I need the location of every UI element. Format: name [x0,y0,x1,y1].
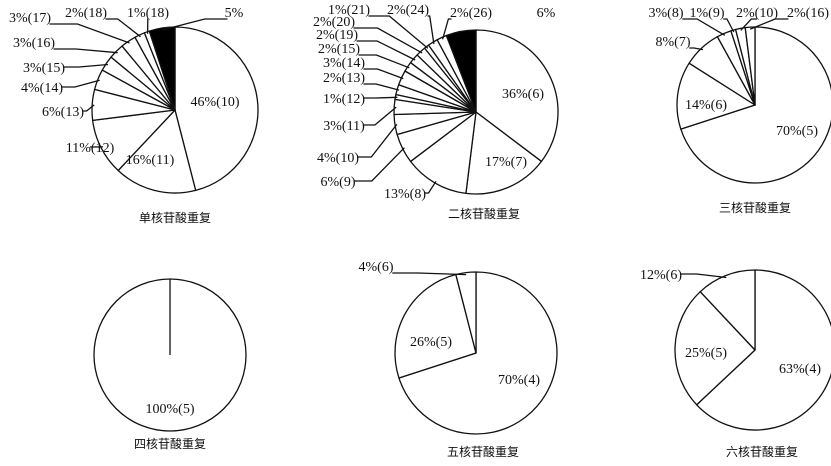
chart-title: 三核苷酸重复 [719,200,791,215]
slice-label: 2%(10) [736,6,778,21]
leader-line [363,68,404,80]
slice-label: 6%(9) [321,175,356,190]
leader-line [368,15,429,49]
slice-label: 4%(14) [21,81,63,96]
slice-label: 13%(8) [384,187,426,202]
slice-label: 70%(4) [498,373,540,388]
leader-line [357,123,398,158]
leader-line [356,40,416,61]
pie-slice [696,269,831,431]
chart-title: 六核苷酸重复 [726,444,798,459]
slice-label: 2%(24) [387,3,429,18]
chart-title: 四核苷酸重复 [134,436,206,451]
leader-line [441,18,452,40]
pie-chart-6: 63%(4) 25%(5) 12%(6) 六核苷酸重复 [640,268,831,459]
leader-line [392,272,467,276]
slice-label: 4%(10) [317,151,359,166]
slice-label: 2%(15) [318,42,360,57]
slice-label: 17%(7) [485,155,527,170]
leader-line [740,18,757,31]
slice-label: 25%(5) [685,346,727,361]
slice-label: 63%(4) [779,362,821,377]
chart-title: 二核苷酸重复 [448,206,520,221]
pie-slice [445,29,477,113]
pie-slice [174,26,259,192]
pie-slice [398,271,558,435]
slice-label: 16%(11) [126,153,175,168]
leader-line [105,18,141,38]
leader-line [424,180,437,194]
slice-label: 11%(12) [66,141,115,156]
pie-slice [475,29,559,163]
leader-line [680,273,727,279]
leader-line [354,147,405,182]
slice-label: 14%(6) [685,98,727,113]
slice-label: 46%(10) [191,95,240,110]
leader-line [363,96,398,99]
slice-label: 2%(16) [787,6,829,21]
chart-title: 单核苷酸重复 [139,210,211,225]
leader-line [49,23,130,44]
leader-line [63,63,109,68]
pie-slice [394,273,477,379]
slice-label: 1%(18) [127,6,169,21]
leader-line [358,54,410,69]
slice-label: 3%(15) [23,61,65,76]
leader-line [162,18,228,31]
leader-line [749,18,789,30]
leader-line [61,79,100,88]
slice-label: 8%(7) [656,35,691,50]
slice-label: 3%(17) [9,11,51,26]
slice-label: 1%(12) [323,92,365,107]
slice-label: 2%(20) [313,15,355,30]
slice-label: 70%(5) [776,124,818,139]
slice-label: 1%(21) [328,3,370,18]
slice-label: 100%(5) [146,402,195,417]
pie-slice [676,62,756,130]
slice-label: 2%(18) [65,6,107,21]
slice-label: 12%(6) [640,268,682,283]
slice-label: 2%(19) [316,28,358,43]
slice-label: 2%(13) [323,71,365,86]
slice-label: 26%(5) [410,335,452,350]
leader-line [353,27,423,54]
slice-label: 36%(6) [502,87,544,102]
slice-label: 1%(9) [690,6,725,21]
pie-chart-1: 46%(10) 16%(11) 11%(12) 6%(13) 4%(14) 3%(15) 3… [9,6,259,225]
slice-label: 6%(13) [42,105,84,120]
leader-line [682,18,726,36]
leader-line [363,83,400,91]
slice-label: 3%(16) [13,36,55,51]
pie-slice [117,109,197,194]
slice-label: 3%(14) [323,56,365,71]
pie-chart-2: 36%(6) 17%(7) 13%(8) 6%(9) 4%(10) 3%(11) 1%(12… [313,3,559,221]
pie-slice [465,111,543,195]
pie-chart-3: 70%(5) 14%(6) 8%(7) 3%(8) 1%(9) 2%(10) 2%(16) 三… [649,6,831,215]
slice-label: 6% [537,6,556,21]
leader-line [689,47,704,51]
leader-line [723,18,735,33]
leader-line [363,106,397,126]
leader-line [82,104,95,112]
leader-line [427,15,435,45]
slice-label: 4%(6) [359,260,394,275]
leader-line [53,48,118,54]
pie-chart-5: 70%(4) 26%(5) 4%(6) 五核苷酸重复 [359,260,558,459]
slice-label: 5% [225,6,244,21]
pie-slice [674,291,756,406]
pie-chart-4: 100%(5) 四核苷酸重复 [93,278,247,451]
pie-slice [699,269,756,351]
pie-slice [680,26,831,184]
slice-label: 3%(11) [323,119,365,134]
slice-label: 3%(8) [649,6,684,21]
slice-label: 2%(26) [450,6,492,21]
chart-title: 五核苷酸重复 [447,444,519,459]
